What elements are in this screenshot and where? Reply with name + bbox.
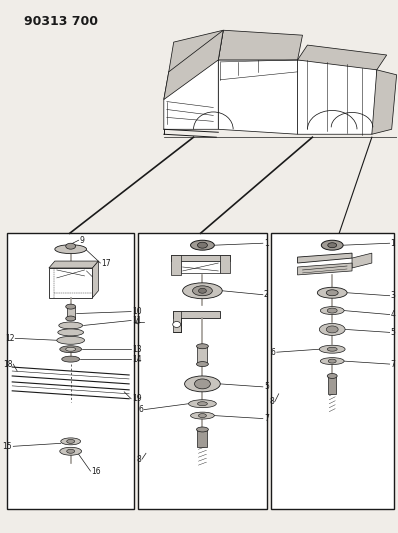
Ellipse shape: [66, 347, 76, 351]
Polygon shape: [92, 261, 98, 298]
Ellipse shape: [60, 346, 82, 353]
Bar: [328, 376, 336, 394]
Ellipse shape: [58, 329, 84, 336]
Text: 2: 2: [264, 290, 269, 299]
Ellipse shape: [327, 374, 337, 378]
Ellipse shape: [326, 290, 338, 296]
Ellipse shape: [61, 438, 80, 445]
Polygon shape: [298, 263, 352, 275]
Ellipse shape: [189, 400, 216, 408]
Ellipse shape: [59, 322, 82, 329]
Ellipse shape: [328, 359, 336, 363]
Polygon shape: [298, 45, 387, 70]
Text: 4: 4: [391, 310, 396, 319]
Polygon shape: [298, 60, 377, 134]
Text: 3: 3: [391, 291, 396, 300]
Bar: [67, 306, 75, 319]
Text: 9: 9: [80, 236, 84, 245]
Polygon shape: [298, 253, 352, 263]
Ellipse shape: [57, 336, 84, 344]
Text: 10: 10: [132, 307, 142, 316]
Text: 5: 5: [391, 328, 396, 337]
Text: 17: 17: [101, 259, 111, 268]
Bar: [197, 430, 207, 447]
Ellipse shape: [199, 288, 207, 293]
Ellipse shape: [320, 306, 344, 314]
Polygon shape: [173, 311, 181, 333]
Ellipse shape: [197, 402, 207, 406]
Bar: [7, 233, 134, 508]
Polygon shape: [352, 253, 372, 268]
Bar: [271, 233, 394, 508]
Ellipse shape: [66, 243, 76, 249]
Ellipse shape: [173, 321, 181, 327]
Text: 6: 6: [271, 348, 276, 357]
Polygon shape: [171, 255, 181, 275]
Text: 16: 16: [92, 466, 101, 475]
Ellipse shape: [60, 447, 82, 455]
Text: 14: 14: [132, 354, 142, 364]
Polygon shape: [171, 255, 230, 261]
Ellipse shape: [317, 287, 347, 298]
Text: 1: 1: [391, 239, 396, 248]
Polygon shape: [220, 255, 230, 273]
Text: 8: 8: [136, 455, 141, 464]
Ellipse shape: [66, 316, 76, 321]
Polygon shape: [372, 70, 397, 134]
Ellipse shape: [327, 347, 337, 351]
Ellipse shape: [326, 326, 338, 333]
Ellipse shape: [197, 427, 209, 432]
Text: 18: 18: [3, 360, 12, 369]
Polygon shape: [164, 30, 223, 100]
Ellipse shape: [55, 245, 86, 254]
Polygon shape: [218, 30, 302, 60]
Ellipse shape: [195, 379, 211, 389]
Ellipse shape: [191, 412, 215, 419]
Ellipse shape: [319, 345, 345, 353]
Polygon shape: [181, 261, 220, 273]
Text: 90313 700: 90313 700: [24, 15, 98, 28]
Text: 6: 6: [138, 405, 143, 414]
Bar: [138, 233, 267, 508]
Ellipse shape: [328, 243, 337, 248]
Text: 7: 7: [264, 414, 269, 423]
Ellipse shape: [185, 376, 220, 392]
Text: 7: 7: [391, 360, 396, 369]
Ellipse shape: [193, 286, 213, 296]
Ellipse shape: [191, 240, 215, 250]
Polygon shape: [218, 60, 298, 134]
Text: 19: 19: [132, 394, 142, 403]
Ellipse shape: [327, 308, 337, 313]
Ellipse shape: [321, 240, 343, 250]
Ellipse shape: [197, 361, 209, 367]
Text: 13: 13: [132, 345, 142, 354]
Ellipse shape: [183, 283, 222, 298]
Polygon shape: [173, 311, 220, 318]
Polygon shape: [164, 60, 218, 130]
Ellipse shape: [199, 414, 207, 417]
Ellipse shape: [62, 356, 80, 362]
Polygon shape: [49, 261, 98, 268]
Text: 15: 15: [3, 442, 12, 451]
Ellipse shape: [197, 242, 207, 248]
Text: 11: 11: [132, 316, 142, 325]
Ellipse shape: [197, 344, 209, 349]
Polygon shape: [169, 30, 223, 72]
Ellipse shape: [66, 304, 76, 309]
Ellipse shape: [67, 439, 75, 443]
Ellipse shape: [319, 324, 345, 335]
Bar: [49, 268, 92, 298]
Text: 4: 4: [134, 318, 139, 327]
Text: 5: 5: [264, 382, 269, 391]
Ellipse shape: [67, 449, 75, 453]
Text: 1: 1: [264, 239, 269, 248]
Bar: [197, 346, 207, 364]
Text: 12: 12: [5, 334, 14, 343]
Ellipse shape: [320, 358, 344, 365]
Text: 8: 8: [269, 397, 274, 406]
